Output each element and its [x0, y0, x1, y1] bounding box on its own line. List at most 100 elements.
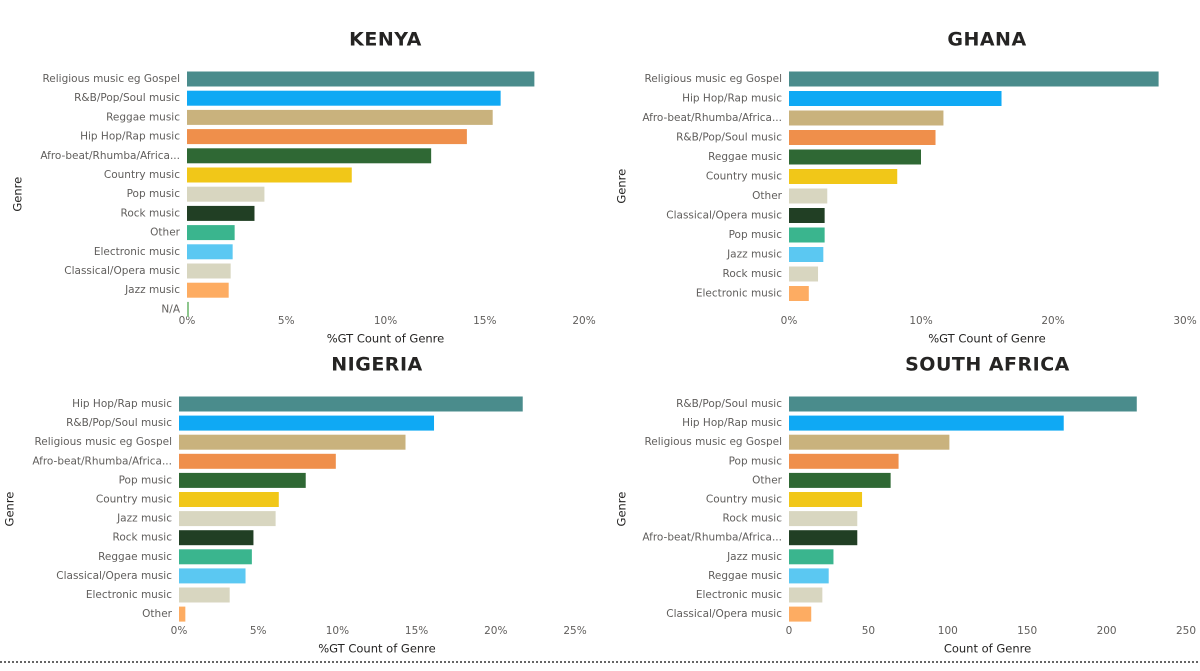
x-axis-title: %GT Count of Genre: [327, 332, 444, 346]
bar: [179, 434, 406, 450]
y-tick-label: Rock music: [113, 532, 173, 544]
x-tick-label: 0%: [171, 625, 188, 637]
y-tick-label: Religious music eg Gospel: [644, 436, 782, 448]
y-tick-label: Reggae music: [708, 151, 782, 163]
y-tick-label: Hip Hop/Rap music: [682, 417, 782, 429]
x-tick-label: 250: [1176, 625, 1196, 637]
y-tick-label: Classical/Opera music: [56, 570, 172, 582]
y-axis-title: Genre: [3, 492, 17, 527]
bar: [789, 587, 823, 603]
bar: [789, 396, 1137, 412]
y-tick-label: Religious music eg Gospel: [42, 73, 180, 85]
x-tick-label: 200: [1097, 625, 1117, 637]
bar: [187, 225, 235, 241]
y-tick-label: Classical/Opera music: [64, 265, 180, 277]
y-axis-title: Genre: [615, 492, 629, 527]
x-tick-label: 10%: [326, 625, 349, 637]
y-tick-label: Country music: [706, 171, 782, 183]
y-tick-label: Jazz music: [726, 249, 782, 261]
chart-title: GHANA: [947, 29, 1026, 51]
y-tick-label: Country music: [706, 494, 782, 506]
bar: [789, 208, 825, 223]
x-axis-title: Count of Genre: [944, 642, 1031, 656]
y-tick-label: Electronic music: [696, 288, 782, 300]
bar: [187, 90, 501, 106]
x-tick-label: 15%: [405, 625, 428, 637]
bar: [789, 188, 828, 204]
y-tick-label: Pop music: [729, 455, 783, 467]
y-tick-label: Rock music: [723, 513, 783, 525]
bar: [789, 568, 829, 584]
x-tick-label: 20%: [1041, 315, 1064, 327]
bar: [179, 549, 252, 565]
x-tick-label: 0%: [781, 315, 798, 327]
bar: [187, 109, 493, 125]
bar: [789, 227, 825, 243]
x-tick-label: 20%: [484, 625, 507, 637]
bar: [187, 71, 535, 87]
bar: [187, 244, 233, 260]
y-tick-label: Other: [142, 608, 172, 620]
x-tick-label: 10%: [374, 315, 397, 327]
y-tick-label: Pop music: [729, 229, 783, 241]
y-tick-label: Religious music eg Gospel: [34, 436, 172, 448]
bar: [187, 129, 467, 145]
bar: [789, 130, 936, 145]
bar: [187, 301, 189, 317]
y-tick-label: Reggae music: [98, 551, 172, 563]
x-tick-label: 5%: [250, 625, 267, 637]
y-tick-label: Afro-beat/Rhumba/Africa...: [642, 112, 782, 124]
y-tick-label: Other: [752, 190, 782, 202]
y-tick-label: R&B/Pop/Soul music: [66, 417, 172, 429]
y-tick-label: Jazz music: [124, 284, 180, 296]
y-tick-label: Electronic music: [696, 589, 782, 601]
bar: [179, 606, 186, 622]
y-tick-label: Electronic music: [86, 589, 172, 601]
x-axis-title: %GT Count of Genre: [318, 642, 435, 656]
y-tick-label: Pop music: [119, 474, 173, 486]
x-tick-label: 0: [786, 625, 793, 637]
y-tick-label: Classical/Opera music: [666, 210, 782, 222]
bar: [789, 492, 863, 507]
bar: [187, 148, 432, 164]
bar: [789, 415, 1064, 431]
bar: [187, 263, 231, 279]
y-tick-label: Country music: [104, 169, 180, 181]
bar: [789, 434, 950, 450]
bar: [789, 91, 1002, 106]
bar: [789, 453, 899, 469]
y-tick-label: R&B/Pop/Soul music: [676, 398, 782, 410]
y-tick-label: Classical/Opera music: [666, 608, 782, 620]
bar: [179, 396, 523, 412]
bar: [789, 530, 858, 546]
chart-title: KENYA: [349, 29, 422, 51]
x-tick-label: 15%: [473, 315, 496, 327]
bar: [179, 568, 246, 584]
bar: [179, 492, 279, 507]
bar: [179, 415, 435, 431]
x-tick-label: 50: [862, 625, 875, 637]
y-tick-label: R&B/Pop/Soul music: [74, 92, 180, 104]
bar: [179, 587, 230, 603]
y-tick-label: Hip Hop/Rap music: [682, 93, 782, 105]
y-tick-label: Other: [150, 227, 180, 239]
y-tick-label: Religious music eg Gospel: [644, 73, 782, 85]
y-tick-label: R&B/Pop/Soul music: [676, 132, 782, 144]
x-tick-label: 100: [938, 625, 958, 637]
bar: [789, 71, 1159, 87]
bar: [789, 606, 812, 622]
y-tick-label: Rock music: [121, 207, 181, 219]
y-tick-label: Jazz music: [726, 551, 782, 563]
bar: [789, 511, 858, 527]
y-tick-label: Reggae music: [708, 570, 782, 582]
x-tick-label: 5%: [278, 315, 295, 327]
bar: [187, 167, 352, 183]
bar: [789, 549, 834, 565]
x-tick-label: 25%: [563, 625, 586, 637]
x-tick-label: 10%: [909, 315, 932, 327]
bar: [789, 110, 944, 126]
chart-title: NIGERIA: [331, 354, 422, 376]
y-tick-label: Electronic music: [94, 246, 180, 258]
y-axis-title: Genre: [11, 177, 25, 212]
